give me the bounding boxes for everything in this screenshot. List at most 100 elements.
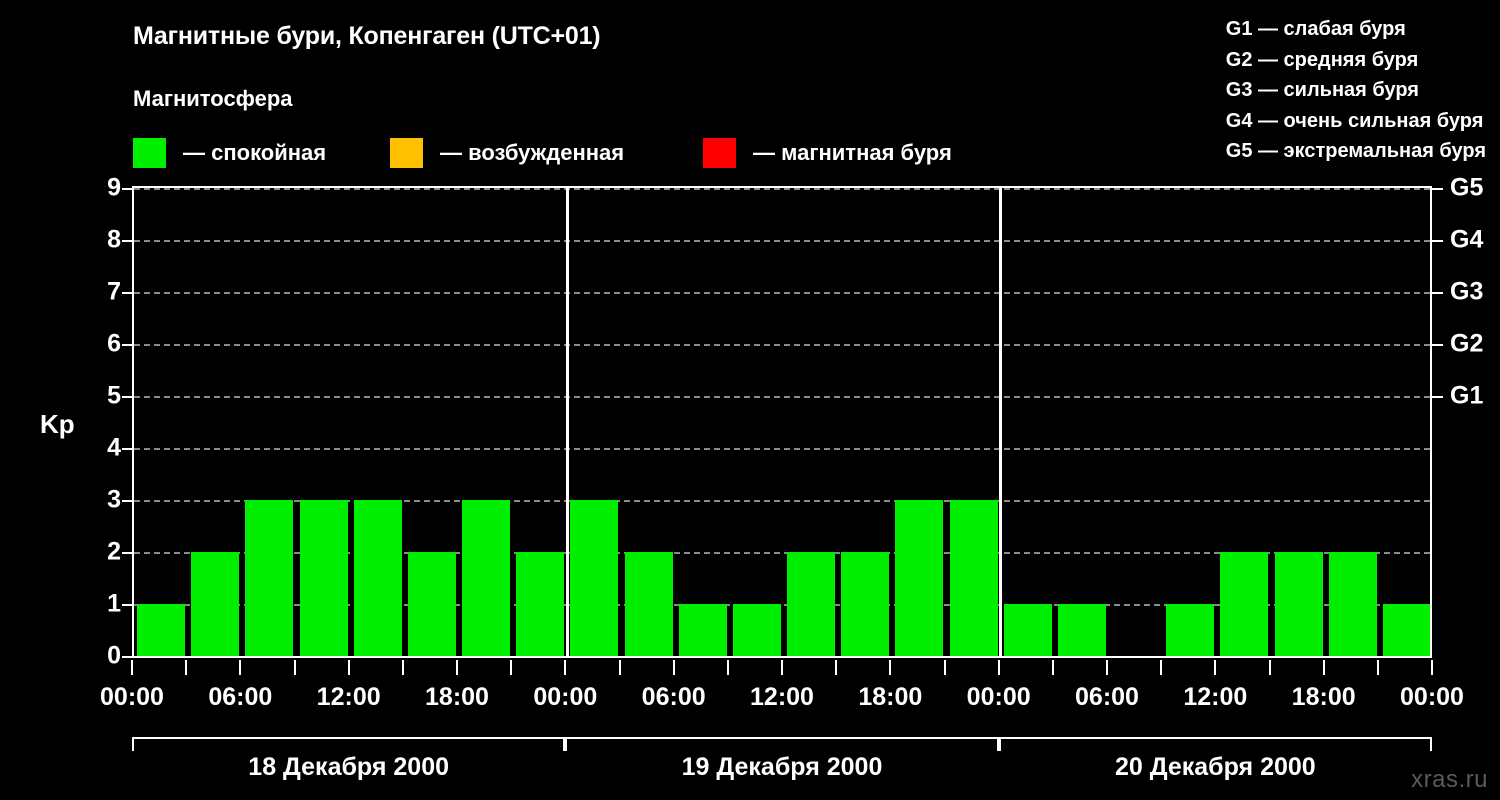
g-scale-legend-row: G1 — слабая буря — [1225, 18, 1406, 40]
x-tick-mark — [347, 660, 350, 675]
kp-bar — [841, 552, 890, 656]
kp-bar — [570, 500, 619, 656]
x-tick-label: 00:00 — [100, 683, 164, 711]
x-tick-mark — [239, 660, 242, 675]
x-tick-label: 00:00 — [966, 683, 1031, 711]
kp-bar — [245, 500, 294, 656]
y-tick-mark — [122, 448, 132, 450]
page-title: Магнитные бури, Копенгаген (UTC+01) — [133, 22, 601, 50]
date-label: 19 Декабря 2000 — [681, 753, 883, 781]
y-tick-mark — [122, 188, 132, 190]
x-tick-mark — [889, 660, 892, 675]
gridline — [134, 188, 1430, 190]
g-tick-label: G3 — [1450, 277, 1484, 306]
condition-legend-label: — спокойная — [183, 140, 327, 165]
y-tick-mark — [122, 292, 132, 294]
kp-bar — [1220, 552, 1269, 656]
kp-bar — [137, 604, 186, 656]
y-tick-label: 8 — [107, 225, 121, 254]
plot-area — [132, 186, 1432, 658]
y-tick-label: 9 — [107, 173, 121, 202]
gridline — [134, 344, 1430, 346]
condition-legend-item: — спокойная — [133, 133, 326, 173]
gridline — [134, 552, 1430, 554]
x-tick-mark — [185, 660, 188, 675]
kp-bar — [732, 604, 781, 656]
kp-bar — [678, 604, 727, 656]
x-tick-label: 18:00 — [425, 683, 489, 711]
y-tick-label: 2 — [107, 537, 121, 566]
y-tick-label: 4 — [107, 433, 121, 462]
g-tick-mark — [1432, 240, 1443, 242]
gridline — [134, 292, 1430, 294]
legend-swatch-quiet — [133, 138, 166, 168]
gridline — [134, 240, 1430, 242]
x-tick-mark — [1051, 660, 1054, 675]
x-tick-label: 00:00 — [533, 683, 598, 711]
g-tick-label: G4 — [1450, 225, 1484, 254]
kp-bar — [299, 500, 348, 656]
date-bracket — [998, 737, 1432, 751]
x-tick-label: 12:00 — [316, 683, 381, 711]
y-tick-mark — [122, 656, 132, 658]
magnetosphere-label: Магнитосфера — [133, 86, 293, 111]
x-tick-mark — [726, 660, 729, 675]
x-tick-label: 18:00 — [858, 683, 923, 711]
gridline — [134, 500, 1430, 502]
y-tick-mark — [122, 552, 132, 554]
x-tick-mark — [510, 660, 513, 675]
legend-swatch-storm — [703, 138, 736, 168]
y-tick-label: 3 — [107, 485, 121, 514]
g-scale-legend-row: G4 — очень сильная буря — [1225, 109, 1484, 132]
kp-bar — [1328, 552, 1377, 656]
condition-legend-item: — магнитная буря — [703, 133, 952, 173]
kp-bar — [624, 552, 673, 656]
date-bracket — [565, 737, 999, 751]
x-tick-label: 06:00 — [641, 683, 706, 711]
x-tick-mark — [1160, 660, 1163, 675]
kp-bar — [895, 500, 944, 656]
kp-bar — [353, 500, 402, 656]
x-tick-label: 18:00 — [1291, 683, 1356, 711]
kp-bar — [1166, 604, 1215, 656]
g-tick-label: G1 — [1450, 381, 1484, 410]
x-tick-mark — [618, 660, 621, 675]
x-tick-mark — [781, 660, 783, 675]
x-tick-label: 12:00 — [1183, 683, 1248, 711]
g-tick-mark — [1432, 292, 1443, 294]
g-scale-legend: G1 — слабая буря G2 — средняя буря G3 — си… — [1226, 14, 1486, 167]
x-tick-mark — [456, 660, 458, 675]
gridline — [134, 448, 1430, 450]
condition-legend-label: — возбужденная — [440, 140, 625, 165]
y-tick-mark — [122, 500, 132, 502]
x-tick-mark — [293, 660, 296, 675]
y-tick-label: 6 — [107, 329, 121, 358]
y-tick-mark — [122, 240, 132, 242]
watermark: xras.ru — [1411, 766, 1488, 793]
g-tick-label: G2 — [1450, 329, 1484, 358]
x-tick-label: 12:00 — [750, 683, 814, 711]
condition-legend: — спокойная — возбужденная — магнитная бур… — [133, 133, 1033, 173]
x-tick-mark — [1106, 660, 1108, 675]
kp-bar — [1274, 552, 1323, 656]
gridline — [134, 604, 1430, 606]
x-tick-label: 00:00 — [1400, 683, 1464, 711]
day-divider — [565, 188, 569, 656]
g-tick-mark — [1432, 396, 1443, 398]
x-tick-mark — [1214, 660, 1217, 675]
x-tick-mark — [401, 660, 404, 675]
date-label: 20 Декабря 2000 — [1114, 753, 1316, 781]
y-tick-label: 7 — [107, 277, 121, 306]
kp-bar — [407, 552, 456, 656]
kp-bar — [1003, 604, 1052, 656]
x-tick-mark — [1322, 660, 1325, 675]
kp-bar — [191, 552, 240, 656]
g-tick-mark — [1432, 344, 1443, 346]
g-scale-legend-row: G3 — сильная буря — [1225, 79, 1419, 101]
x-tick-mark — [943, 660, 946, 675]
condition-legend-label: — магнитная буря — [753, 140, 952, 165]
x-tick-mark — [997, 660, 1000, 675]
g-tick-mark — [1432, 188, 1443, 190]
kp-bar — [787, 552, 836, 656]
condition-legend-item: — возбужденная — [390, 133, 624, 173]
